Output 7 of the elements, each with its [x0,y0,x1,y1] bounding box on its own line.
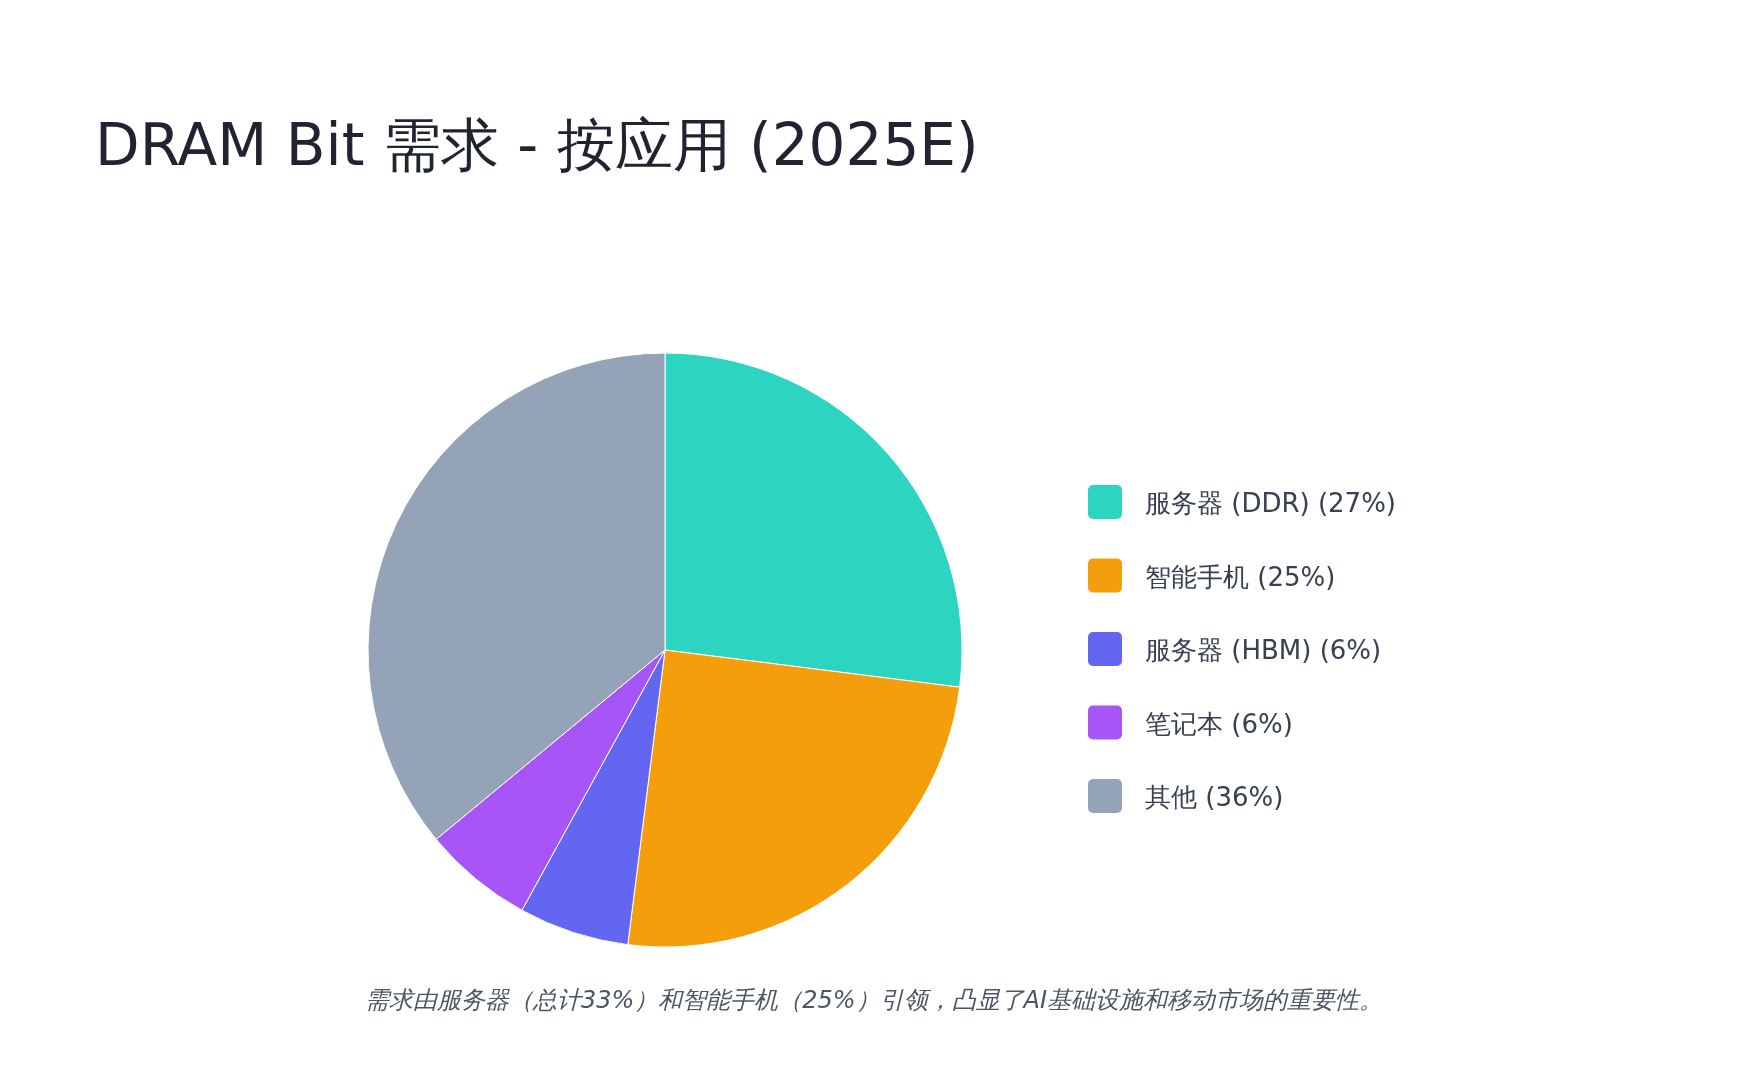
legend-label: 笔记本 (6%) [1145,708,1293,739]
chart-title: DRAM Bit 需求 - 按应用 (2025E) [95,111,979,179]
legend-label: 智能手机 (25%) [1145,561,1336,592]
legend-label: 服务器 (HBM) (6%) [1145,635,1382,665]
legend-label: 其他 (36%) [1145,782,1284,812]
legend-label: 服务器 (DDR) (27%) [1145,488,1396,518]
text: 需求由服务器（总计33%）和智能手机（25%）引领，凸显了AI基础设施和移动市场的重要性。 [364,986,1384,1014]
